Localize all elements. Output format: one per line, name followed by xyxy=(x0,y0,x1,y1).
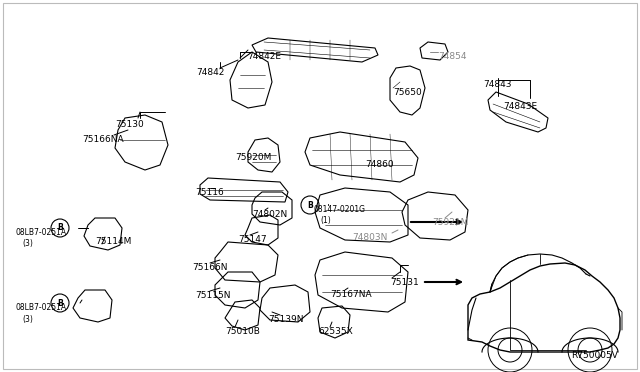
Text: 75139N: 75139N xyxy=(268,315,303,324)
Text: 75115N: 75115N xyxy=(195,291,230,300)
Text: (3): (3) xyxy=(22,239,33,248)
Text: 08LB7-0251A: 08LB7-0251A xyxy=(15,303,66,312)
Text: 74803N: 74803N xyxy=(352,233,387,242)
Text: 75116: 75116 xyxy=(195,188,224,197)
Text: 75921M: 75921M xyxy=(432,218,468,227)
Text: 75010B: 75010B xyxy=(225,327,260,336)
Text: 75130: 75130 xyxy=(115,120,144,129)
Text: (3): (3) xyxy=(22,315,33,324)
Text: 74843E: 74843E xyxy=(503,102,537,111)
Text: 74802N: 74802N xyxy=(252,210,287,219)
Text: 74842E: 74842E xyxy=(247,52,281,61)
Text: B: B xyxy=(57,224,63,232)
Text: 75147: 75147 xyxy=(238,235,267,244)
Text: 75114M: 75114M xyxy=(95,237,131,246)
Text: (1): (1) xyxy=(320,216,331,225)
Text: 08147-0201G: 08147-0201G xyxy=(314,205,366,214)
Text: 75131: 75131 xyxy=(390,278,419,287)
Text: 08LB7-0251A: 08LB7-0251A xyxy=(15,228,66,237)
Text: B: B xyxy=(307,201,313,209)
Text: 75166NA: 75166NA xyxy=(82,135,124,144)
Text: 75166N: 75166N xyxy=(192,263,227,272)
Text: 74854: 74854 xyxy=(438,52,467,61)
Text: 74860: 74860 xyxy=(365,160,394,169)
Text: 62535X: 62535X xyxy=(318,327,353,336)
Text: 75920M: 75920M xyxy=(235,153,271,162)
Text: 74842: 74842 xyxy=(196,68,225,77)
Text: 75167NA: 75167NA xyxy=(330,290,372,299)
Text: 75650: 75650 xyxy=(393,88,422,97)
Text: 74843: 74843 xyxy=(483,80,511,89)
Text: B: B xyxy=(57,298,63,308)
Text: R750005V: R750005V xyxy=(571,351,618,360)
